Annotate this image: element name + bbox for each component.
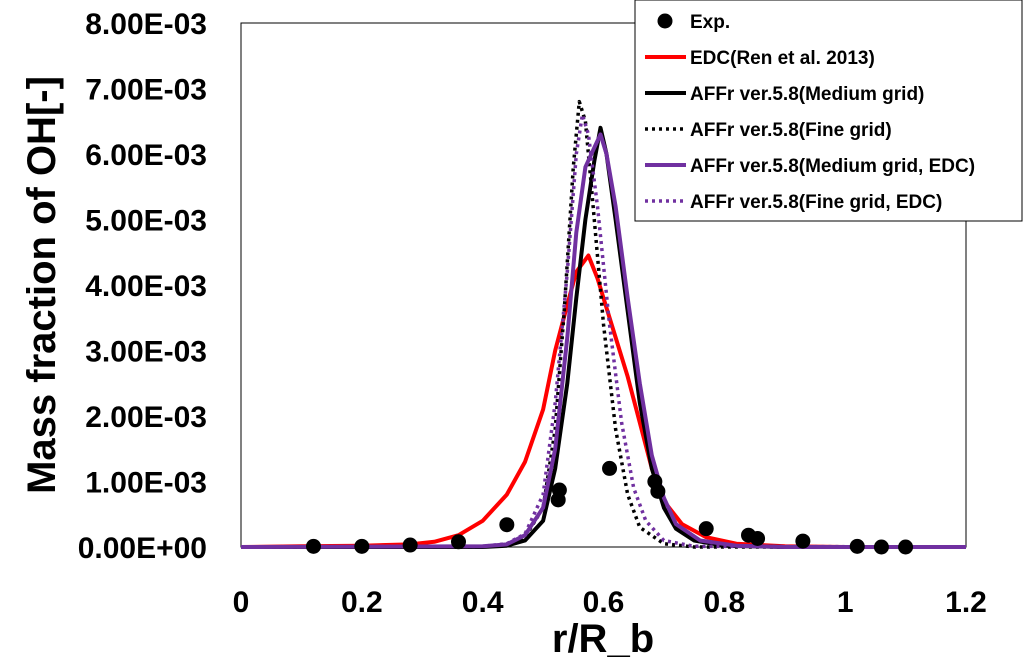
legend-label-exp: Exp. [690,12,730,33]
exp-data-point [750,530,766,546]
legend-box [634,0,1023,222]
series-line-affr-ver-5-8-fine-grid-edc [240,112,967,549]
legend-label-affr-ver-5-8-medium-grid-edc: AFFr ver.5.8(Medium grid, EDC) [690,156,975,177]
exp-data-point [898,539,914,555]
series-lines [240,99,967,549]
y-tick-label: 7.00E-03 [85,74,207,107]
exp-data-point [499,517,515,533]
y-tick-label: 6.00E-03 [85,139,207,172]
exp-data-point [698,521,714,537]
x-tick-label: 0 [233,586,250,619]
y-tick-label: 8.00E-03 [85,8,207,41]
x-tick-label: 0.8 [703,586,745,619]
legend-marker-exp [657,13,673,29]
legend-label-affr-ver-5-8-fine-grid-edc: AFFr ver.5.8(Fine grid, EDC) [690,192,942,213]
exp-data-point [306,538,321,554]
y-tick-label: 5.00E-03 [85,205,207,238]
exp-data-point [402,537,418,553]
x-tick-label: 1.2 [945,586,987,619]
x-tick-label: 0.2 [341,586,383,619]
y-tick-label: 1.00E-03 [85,467,207,500]
x-tick-label: 0.6 [583,586,625,619]
exp-data-point [795,533,811,549]
tick-labels: 0 0.2 0.4 0.6 0.8 1 1.2 0.00E+00 1.00E-03 2.00E-0… [78,8,987,619]
legend-label-affr-ver-5-8-medium-grid: AFFr ver.5.8(Medium grid) [690,84,924,105]
exp-data-point [354,538,370,554]
exp-data-point [873,539,889,555]
series-line-affr-ver-5-8-medium-grid-edc [240,132,966,549]
exp-data-point [650,483,666,499]
legend: Exp. EDC(Ren et al. 2013) AFFr ver.5.8(Med… [634,0,1023,222]
x-tick-label: 1 [837,586,854,619]
exp-points [306,460,914,555]
series-line-edc-ren-et-al-2013 [240,253,966,549]
exp-data-point [849,538,865,554]
x-tick-label: 0.4 [462,586,504,619]
exp-data-point [451,534,466,550]
legend-label-edc-ren-et-al-2013: EDC(Ren et al. 2013) [690,48,875,69]
legend-label-affr-ver-5-8-fine-grid: AFFr ver.5.8(Fine grid) [690,120,892,141]
x-axis-title: r/R_b [552,617,654,661]
y-axis-title: Mass fraction of OH[-] [20,76,64,494]
y-tick-label: 2.00E-03 [85,401,207,434]
y-tick-label: 0.00E+00 [78,532,207,565]
exp-data-point [602,460,618,476]
y-tick-label: 4.00E-03 [85,270,207,303]
y-tick-label: 3.00E-03 [85,336,207,369]
exp-data-point [551,482,567,498]
